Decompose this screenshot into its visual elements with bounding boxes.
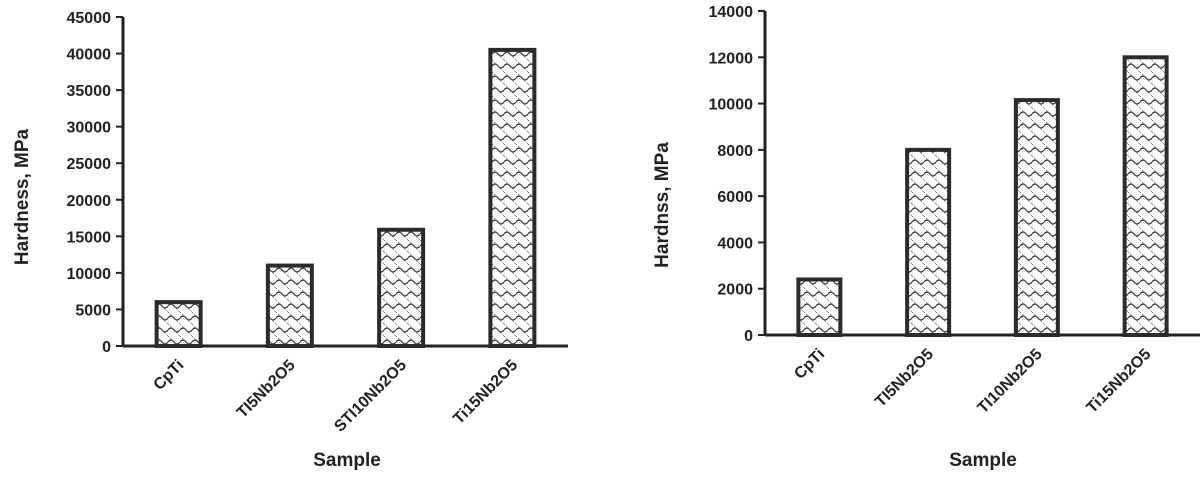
right-bar-ti10nb2o5 — [1013, 98, 1060, 337]
left-category-label: Ti15Nb2O5 — [450, 357, 521, 428]
left-bar-sti10nb2o5 — [377, 227, 426, 348]
right-category-label: TI10Nb2O5 — [975, 346, 1046, 417]
left-y-tick-label: 0 — [102, 339, 111, 356]
left-y-tick-label: 5000 — [75, 302, 111, 319]
left-y-axis-title: Hardness, MPa — [12, 128, 33, 265]
left-chart: Hardness, MPa Sample 0 5000 10000 15000 2000… — [12, 10, 568, 471]
left-bar-ti5nb2o5 — [265, 263, 314, 349]
right-bar-cpti — [796, 277, 843, 338]
right-x-axis-title: Sample — [949, 450, 1017, 471]
right-bar-ti5nb2o5 — [905, 147, 952, 337]
left-category-label: STI10Nb2O5 — [331, 357, 410, 436]
right-bar-ti15nb2o5 — [1122, 55, 1169, 338]
right-y-tick-label: 6000 — [717, 189, 753, 206]
left-y-tick-label: 35000 — [67, 83, 112, 100]
left-y-tick-label: 45000 — [67, 10, 112, 27]
left-bar-cpti — [154, 300, 203, 348]
right-y-tick-label: 2000 — [717, 282, 753, 299]
left-category-label: TI5Nb2O5 — [234, 357, 299, 422]
right-y-tick-label: 10000 — [709, 97, 754, 114]
left-category-label: CpTi — [150, 357, 187, 394]
right-y-tick-label: 4000 — [717, 235, 753, 252]
right-y-tick-label: 8000 — [717, 143, 753, 160]
left-bar-ti15nb2o5 — [488, 47, 537, 349]
right-chart: Hardnss, MPa Sample 0 2000 4000 6000 8000 100… — [652, 4, 1200, 471]
left-y-tick-label: 30000 — [67, 120, 112, 137]
left-y-tick-label: 15000 — [67, 229, 112, 246]
right-y-tick-label: 14000 — [709, 4, 754, 21]
right-y-tick-label: 0 — [744, 328, 753, 345]
right-y-axis-title: Hardnss, MPa — [652, 142, 673, 268]
left-y-tick-label: 25000 — [67, 156, 112, 173]
right-y-tick-label: 12000 — [709, 50, 754, 67]
right-category-label: CpTi — [791, 346, 828, 383]
right-category-label: Ti15Nb2O5 — [1084, 346, 1155, 417]
left-y-tick-label: 20000 — [67, 193, 112, 210]
left-y-tick-label: 40000 — [67, 47, 112, 64]
left-x-axis-title: Sample — [313, 450, 381, 471]
left-y-tick-label: 10000 — [67, 266, 112, 283]
right-category-label: TI5Nb2O5 — [872, 346, 937, 411]
